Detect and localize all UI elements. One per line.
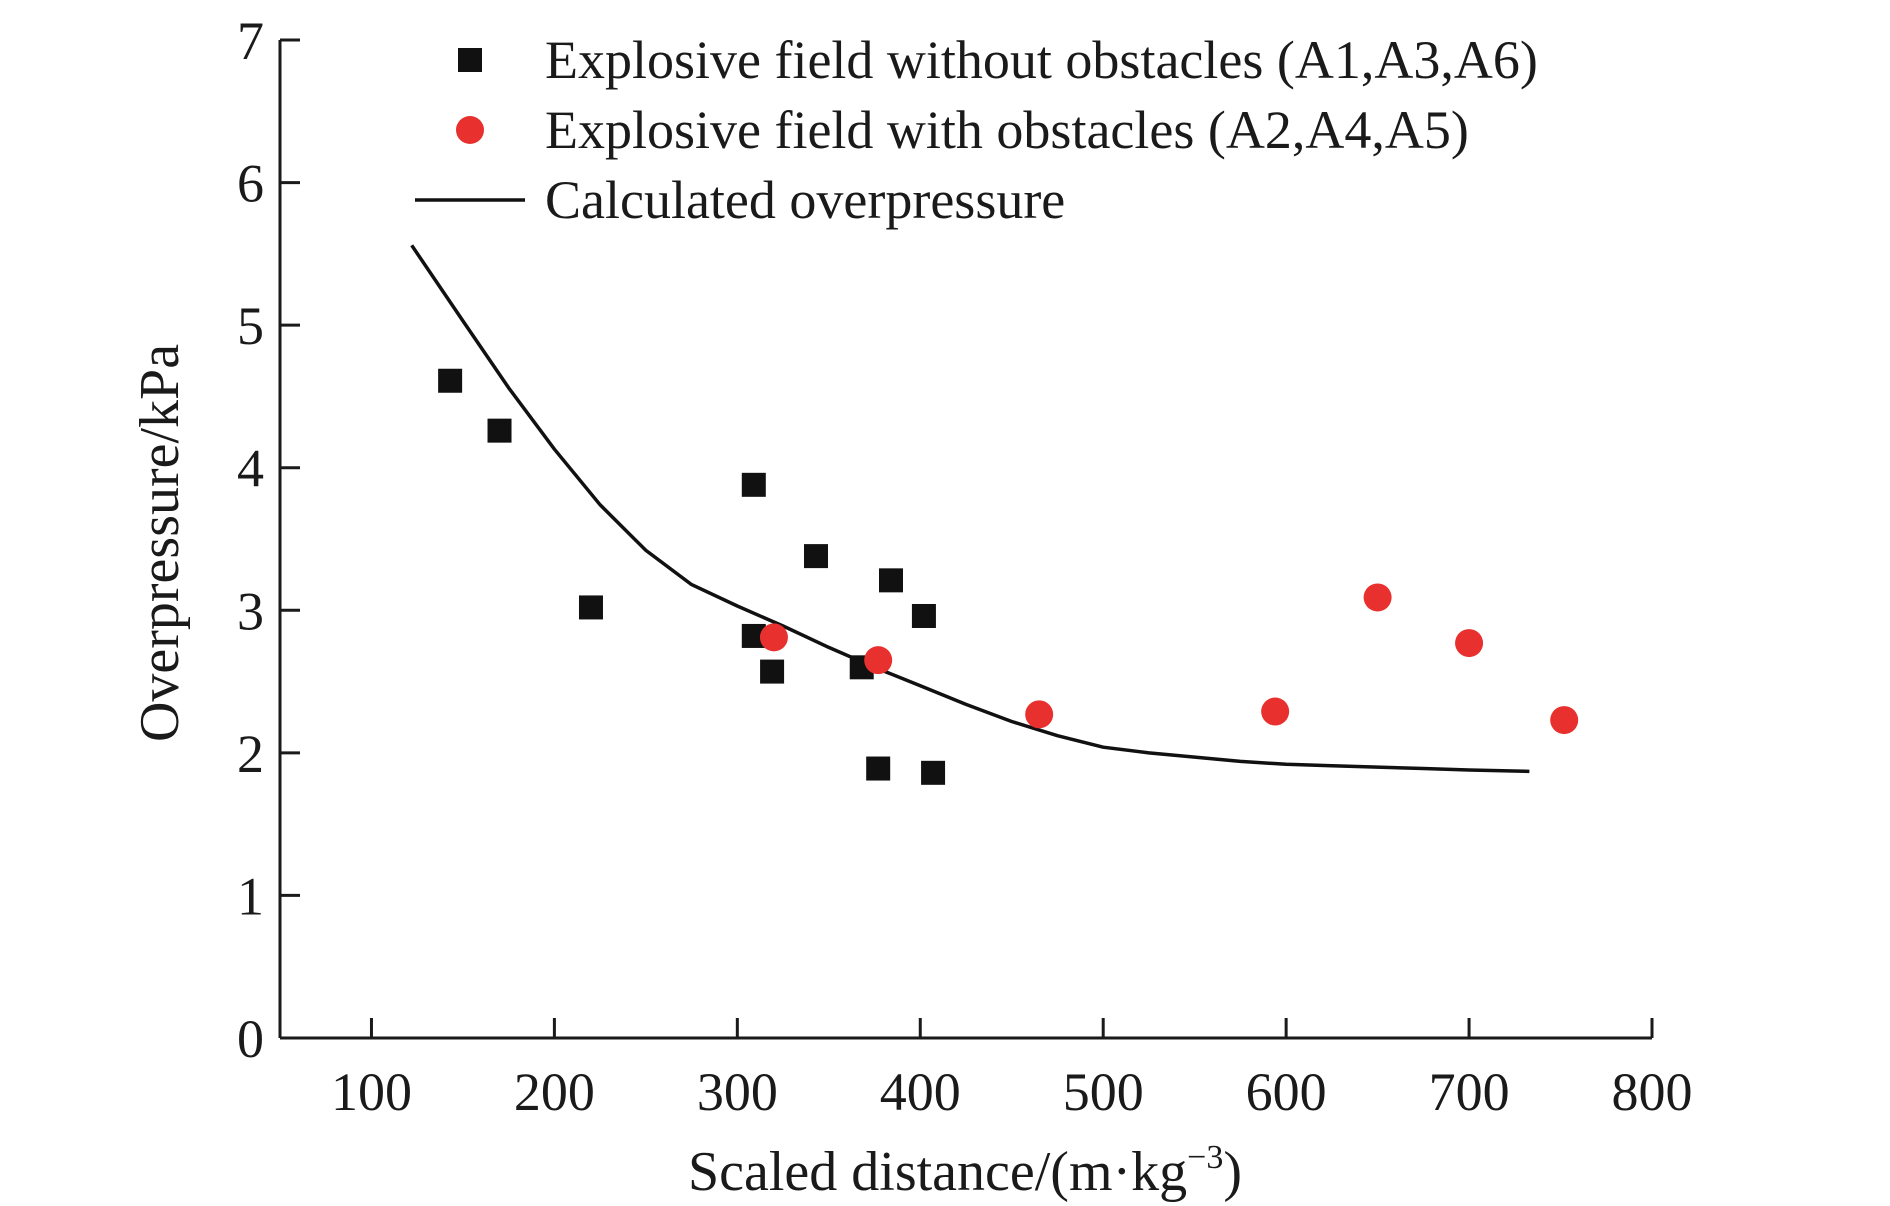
x-axis-title: Scaled distance/(m·kg−3) <box>688 1139 1242 1203</box>
x-tick-label: 500 <box>1063 1062 1144 1122</box>
x-tick-label: 400 <box>880 1062 961 1122</box>
circle-point-with-obstacles <box>759 623 788 652</box>
y-tick-label: 6 <box>237 154 264 214</box>
legend-circle-marker <box>456 116 484 144</box>
legend: Explosive field without obstacles (A1,A3… <box>415 30 1538 230</box>
x-tick-label: 700 <box>1429 1062 1510 1122</box>
circle-point-with-obstacles <box>864 646 893 675</box>
square-point-without-obstacles <box>921 760 946 785</box>
legend-label: Calculated overpressure <box>545 170 1065 230</box>
x-tick-label: 800 <box>1612 1062 1693 1122</box>
x-tick-label: 200 <box>514 1062 595 1122</box>
x-tick-label: 300 <box>697 1062 778 1122</box>
square-point-without-obstacles <box>866 756 891 781</box>
square-point-without-obstacles <box>578 595 603 620</box>
square-point-without-obstacles <box>741 472 766 497</box>
y-tick-label: 4 <box>237 439 264 499</box>
axes <box>278 38 1654 1040</box>
circle-point-with-obstacles <box>1025 700 1054 729</box>
y-tick-label: 5 <box>237 296 264 356</box>
y-tick-label: 2 <box>237 724 264 784</box>
tick-labels: 0 1 2 3 4 5 6 7 100 200 300 400 500 600 700 800 <box>237 11 1693 1122</box>
square-point-without-obstacles <box>487 418 512 443</box>
square-point-without-obstacles <box>911 603 936 628</box>
x-tick-label: 100 <box>331 1062 412 1122</box>
square-point-without-obstacles <box>803 544 828 569</box>
data-points-layer <box>438 368 1579 785</box>
calculated-curve-layer <box>410 244 1530 774</box>
circle-point-with-obstacles <box>1363 583 1392 612</box>
square-point-without-obstacles <box>760 659 785 684</box>
y-tick-label: 7 <box>237 11 264 71</box>
y-tick-label: 3 <box>237 581 264 641</box>
circle-point-with-obstacles <box>1550 706 1579 735</box>
circle-point-with-obstacles <box>1261 697 1290 726</box>
square-point-without-obstacles <box>878 568 903 593</box>
square-point-without-obstacles <box>438 368 463 393</box>
x-tick-label: 600 <box>1246 1062 1327 1122</box>
circle-point-with-obstacles <box>1455 629 1484 658</box>
calculated-overpressure-line <box>410 244 1530 774</box>
y-tick-label: 1 <box>237 866 264 926</box>
legend-label: Explosive field without obstacles (A1,A3… <box>545 30 1538 90</box>
legend-square-marker <box>458 48 482 72</box>
y-axis-title: Overpressure/kPa <box>129 344 191 742</box>
y-tick-label: 0 <box>237 1009 264 1069</box>
legend-label: Explosive field with obstacles (A2,A4,A5… <box>545 100 1469 160</box>
